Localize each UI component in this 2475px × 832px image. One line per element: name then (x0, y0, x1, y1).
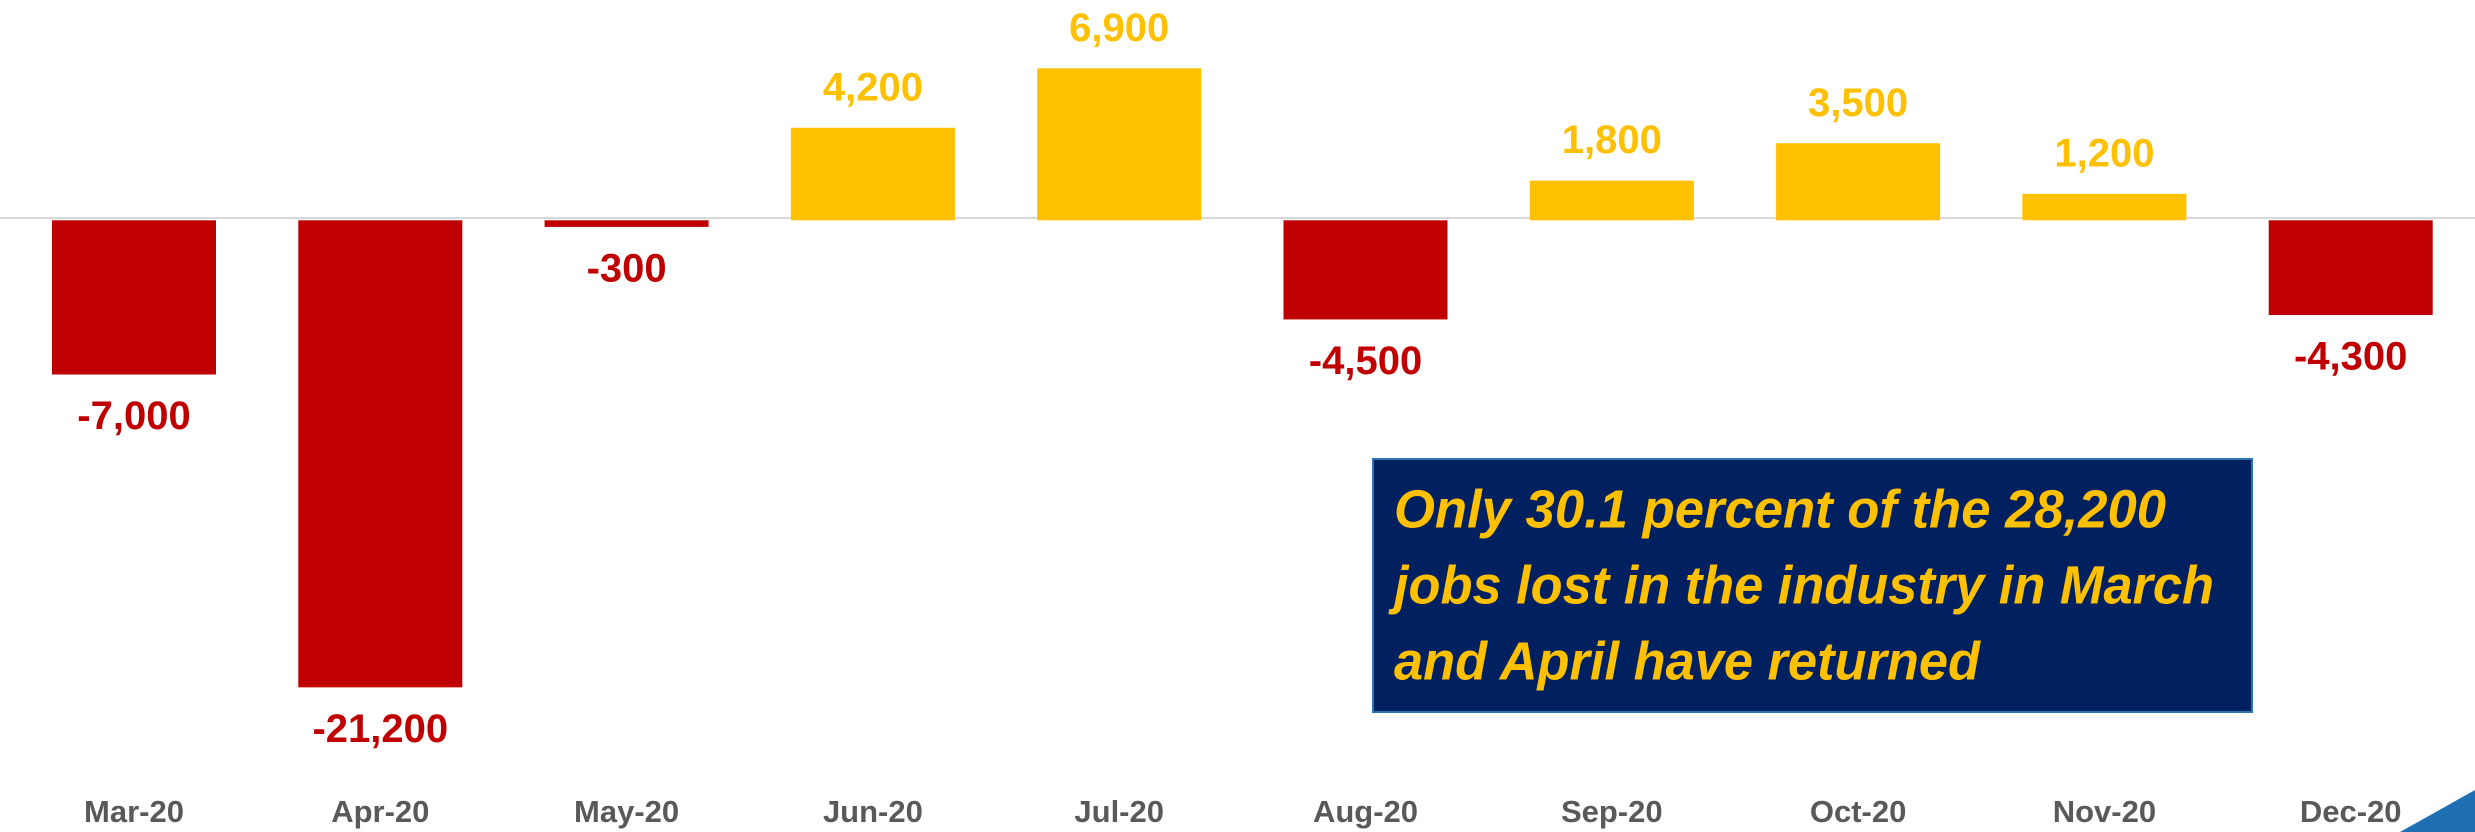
x-tick-label: May-20 (574, 794, 679, 829)
bar (1529, 180, 1694, 221)
data-label: -4,300 (2294, 335, 2407, 379)
annotation-line: Only 30.1 percent of the 28,200 (1394, 479, 2166, 539)
x-tick-label: Nov-20 (2053, 794, 2156, 829)
data-label: 1,200 (2054, 131, 2154, 175)
x-tick-label: Mar-20 (84, 794, 184, 829)
bar (298, 220, 463, 688)
x-tick-label: Jun-20 (823, 794, 923, 829)
bar (1037, 68, 1202, 221)
data-label: 6,900 (1069, 6, 1169, 50)
corner-decoration (2400, 790, 2475, 832)
bar (2022, 193, 2187, 221)
bar (1776, 143, 1941, 221)
bar (52, 220, 216, 375)
data-label: 4,200 (823, 65, 923, 109)
x-tick-label: Oct-20 (1810, 794, 1906, 829)
bar (544, 220, 709, 227)
data-label: -7,000 (77, 394, 190, 438)
x-tick-label: Sep-20 (1561, 794, 1663, 829)
x-tick-label: Apr-20 (331, 794, 429, 829)
x-tick-label: Jul-20 (1074, 794, 1164, 829)
x-tick-label: Aug-20 (1313, 794, 1418, 829)
annotation-line: and April have returned (1394, 631, 1981, 691)
data-label: -300 (587, 246, 667, 290)
annotation-box (1372, 458, 2253, 713)
bar (2268, 220, 2433, 316)
bar (1283, 220, 1448, 320)
annotation-line: jobs lost in the industry in March (1388, 555, 2214, 615)
data-label: 1,800 (1562, 118, 1662, 162)
bar (790, 127, 955, 221)
data-label: 3,500 (1808, 81, 1908, 125)
x-tick-label: Dec-20 (2300, 794, 2402, 829)
data-label: -4,500 (1309, 339, 1422, 383)
data-label: -21,200 (312, 707, 448, 751)
